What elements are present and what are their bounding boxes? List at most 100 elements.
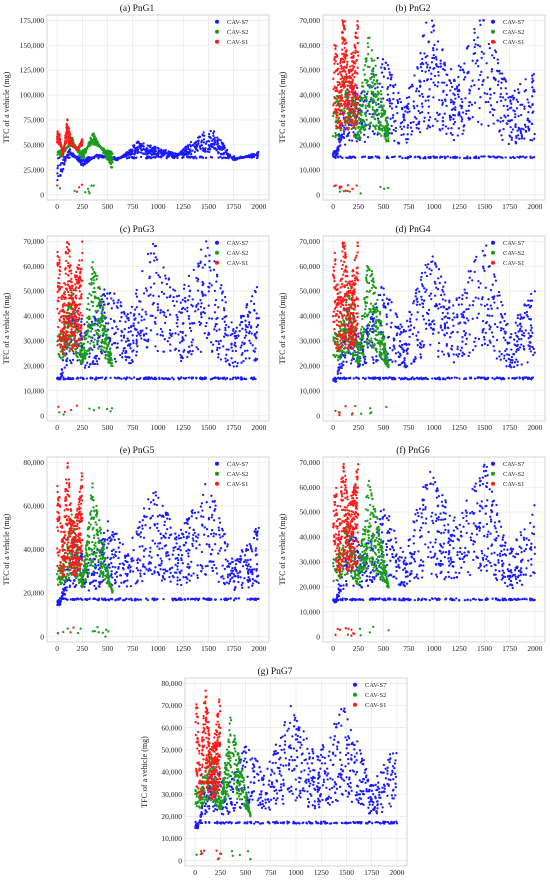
point-cav-s7 — [152, 294, 155, 297]
point-cav-s7 — [149, 252, 153, 255]
point-cav-s2 — [373, 117, 376, 120]
point-cav-s7 — [143, 338, 146, 341]
point-cav-s7 — [404, 138, 408, 141]
point-cav-s1 — [338, 123, 341, 127]
point-cav-s1 — [345, 54, 349, 57]
point-cav-s1 — [60, 315, 63, 318]
point-cav-s7 — [135, 334, 139, 337]
point-cav-s7 — [531, 139, 534, 142]
point-cav-s7 — [467, 104, 471, 108]
point-cav-s7 — [219, 139, 222, 142]
point-cav-s7 — [373, 132, 376, 135]
point-cav-s2 — [95, 319, 98, 322]
point-cav-s7 — [225, 348, 228, 351]
point-cav-s2 — [93, 338, 96, 341]
point-cav-s7 — [509, 156, 513, 160]
point-cav-s1 — [353, 71, 356, 75]
point-cav-s7 — [219, 145, 222, 149]
point-cav-s2 — [101, 319, 105, 323]
point-cav-s7 — [86, 361, 89, 364]
point-cav-s7 — [433, 74, 437, 78]
point-cav-s7 — [183, 300, 187, 303]
point-cav-s1 — [80, 144, 83, 147]
point-cav-s7 — [520, 113, 523, 117]
point-cav-s7 — [248, 321, 251, 324]
point-cav-s7 — [441, 116, 445, 119]
point-cav-s2 — [76, 355, 79, 358]
point-cav-s7 — [346, 133, 350, 136]
point-cav-s7 — [113, 376, 116, 379]
point-cav-s2 — [59, 346, 62, 349]
point-cav-s7 — [135, 156, 138, 159]
point-cav-s1 — [57, 325, 60, 329]
x-tick-label: 1750 — [226, 202, 241, 211]
point-cav-s7 — [400, 127, 403, 131]
point-cav-s7 — [128, 343, 131, 346]
point-cav-s7 — [184, 308, 187, 311]
point-cav-s1 — [64, 251, 68, 254]
point-cav-s7 — [204, 377, 207, 380]
point-cav-s7 — [88, 158, 92, 161]
point-cav-s7 — [517, 126, 520, 130]
point-cav-s7 — [176, 316, 179, 319]
point-cav-s1 — [343, 84, 346, 87]
panel-2: (b) PnG2 0 250 500 750 1000 1250 1500 1750 2000 0 1… — [277, 1, 549, 216]
chart-title: (c) PnG3 — [120, 224, 155, 235]
legend-marker — [215, 29, 219, 34]
point-cav-s7 — [403, 106, 406, 109]
point-cav-s7 — [428, 88, 431, 91]
point-cav-s7 — [394, 119, 397, 123]
point-cav-s1 — [355, 184, 358, 187]
point-cav-s1 — [341, 42, 344, 45]
point-cav-s7 — [416, 104, 419, 108]
point-cav-s7 — [154, 256, 157, 259]
point-cav-s7 — [208, 150, 211, 154]
point-cav-s7 — [154, 147, 157, 151]
point-cav-s2 — [58, 353, 61, 357]
legend-label: CAV-S7 — [227, 19, 249, 26]
point-cav-s2 — [92, 344, 96, 347]
point-cav-s2 — [372, 92, 375, 96]
point-cav-s7 — [468, 92, 471, 95]
point-cav-s7 — [438, 156, 442, 159]
point-cav-s7 — [401, 156, 404, 160]
point-cav-s7 — [120, 316, 123, 319]
point-cav-s7 — [254, 377, 257, 381]
point-cav-s7 — [224, 329, 227, 332]
point-cav-s2 — [109, 153, 112, 156]
point-cav-s7 — [115, 325, 118, 328]
point-cav-s7 — [341, 156, 344, 160]
point-cav-s1 — [348, 118, 351, 121]
point-cav-s2 — [363, 128, 366, 132]
point-cav-s2 — [66, 309, 69, 312]
point-cav-s7 — [514, 142, 518, 145]
point-cav-s7 — [211, 349, 214, 353]
point-cav-s7 — [68, 148, 71, 151]
point-cav-s7 — [215, 329, 218, 332]
point-cav-s2 — [59, 350, 62, 353]
point-cav-s7 — [445, 73, 448, 76]
point-cav-s7 — [132, 341, 135, 345]
point-cav-s7 — [524, 130, 528, 133]
point-cav-s1 — [354, 51, 357, 55]
point-cav-s7 — [125, 315, 128, 318]
point-cav-s2 — [356, 132, 359, 135]
point-cav-s7 — [190, 341, 193, 344]
point-cav-s2 — [375, 80, 378, 83]
point-cav-s7 — [449, 115, 452, 119]
point-cav-s7 — [212, 268, 216, 271]
point-cav-s7 — [188, 326, 192, 330]
point-cav-s7 — [390, 132, 394, 135]
point-cav-s7 — [207, 333, 210, 336]
point-cav-s2 — [372, 78, 376, 82]
point-cav-s7 — [71, 358, 75, 362]
point-cav-s7 — [532, 110, 535, 113]
point-cav-s2 — [386, 134, 389, 137]
point-cav-s7 — [427, 95, 431, 98]
point-cav-s7 — [441, 119, 444, 123]
point-cav-s7 — [200, 316, 203, 319]
point-cav-s1 — [351, 187, 354, 191]
point-cav-s7 — [131, 350, 134, 353]
y-axis-label: TFC of a vehicle (mg) — [2, 71, 11, 143]
point-cav-s1 — [354, 69, 357, 73]
